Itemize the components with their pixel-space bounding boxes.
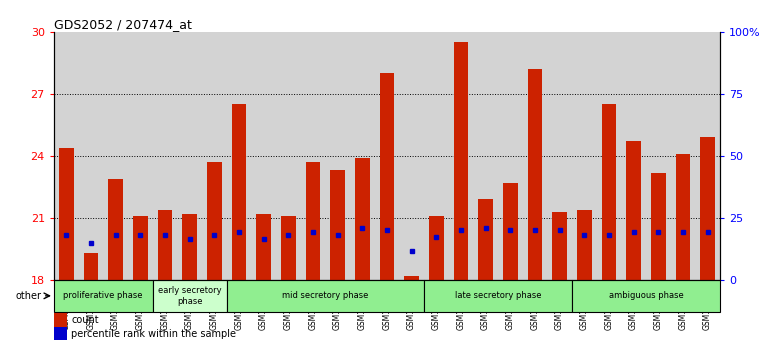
- Bar: [404, 276, 419, 280]
- Text: late secretory phase: late secretory phase: [454, 291, 541, 300]
- Bar: [83, 253, 99, 280]
- Bar: [232, 104, 246, 280]
- Bar: [380, 73, 394, 280]
- Bar: [54, 313, 68, 327]
- Text: GDS2052 / 207474_at: GDS2052 / 207474_at: [54, 18, 192, 31]
- Text: percentile rank within the sample: percentile rank within the sample: [71, 329, 236, 339]
- Text: mid secretory phase: mid secretory phase: [282, 291, 368, 300]
- Bar: [478, 199, 493, 280]
- Bar: [552, 212, 567, 280]
- Bar: [601, 104, 616, 280]
- Bar: [626, 142, 641, 280]
- Bar: [651, 172, 666, 280]
- Text: ambiguous phase: ambiguous phase: [608, 291, 683, 300]
- Bar: [454, 42, 468, 280]
- Bar: [429, 216, 444, 280]
- Bar: [503, 183, 517, 280]
- Bar: [158, 210, 172, 280]
- Bar: [700, 137, 715, 280]
- Bar: [207, 162, 222, 280]
- Bar: [424, 280, 572, 312]
- Bar: [330, 170, 345, 280]
- Text: count: count: [71, 315, 99, 325]
- Bar: [59, 148, 74, 280]
- Bar: [133, 216, 148, 280]
- Bar: [54, 280, 152, 312]
- Bar: [572, 280, 720, 312]
- Text: proliferative phase: proliferative phase: [63, 291, 143, 300]
- Bar: [281, 216, 296, 280]
- Text: early secretory
phase: early secretory phase: [158, 286, 222, 306]
- Text: other: other: [15, 291, 42, 301]
- Bar: [675, 154, 691, 280]
- Bar: [527, 69, 542, 280]
- Bar: [54, 327, 68, 341]
- Bar: [355, 158, 370, 280]
- Bar: [256, 214, 271, 280]
- Bar: [152, 280, 226, 312]
- Bar: [306, 162, 320, 280]
- Bar: [182, 214, 197, 280]
- Bar: [226, 280, 424, 312]
- Bar: [577, 210, 591, 280]
- Bar: [108, 179, 123, 280]
